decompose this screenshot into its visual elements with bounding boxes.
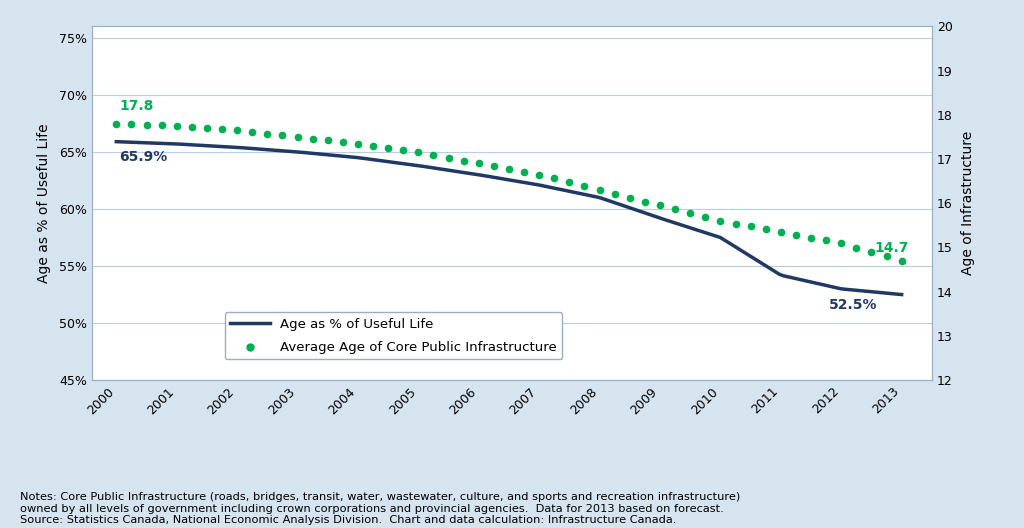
Text: 14.7: 14.7 [874,241,909,255]
Y-axis label: Age of Infrastructure: Age of Infrastructure [961,131,975,276]
Legend: Age as % of Useful Life, Average Age of Core Public Infrastructure: Age as % of Useful Life, Average Age of … [224,312,562,360]
Text: 17.8: 17.8 [120,99,154,114]
Text: 65.9%: 65.9% [120,150,168,164]
Text: 52.5%: 52.5% [829,298,878,313]
Y-axis label: Age as % of Useful Life: Age as % of Useful Life [37,124,51,283]
Text: Notes: Core Public Infrastructure (roads, bridges, transit, water, wastewater, c: Notes: Core Public Infrastructure (roads… [20,492,740,525]
